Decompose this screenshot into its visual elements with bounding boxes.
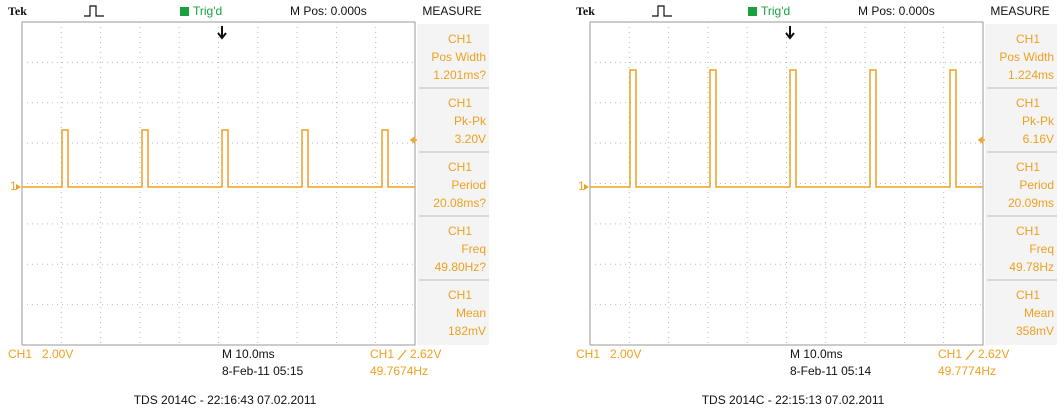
channel-marker: 1 [578, 179, 585, 193]
footer-timebase: M 10.0ms [222, 347, 275, 361]
measure-channel: CH1 [448, 288, 472, 302]
trigger-status-icon [748, 7, 757, 16]
footer-volts: 2.00V [610, 347, 641, 361]
acquire-icon [652, 6, 672, 16]
menu-title: MEASURE [990, 4, 1049, 18]
footer-timebase: M 10.0ms [790, 347, 843, 361]
caption: TDS 2014C - 22:15:13 07.02.2011 [702, 393, 885, 407]
brand: Tek [576, 4, 595, 18]
measure-label: Freq [1029, 242, 1054, 256]
footer-trigger-level: 2.62V [410, 347, 441, 361]
measure-value: 6.16V [1023, 132, 1054, 146]
acquire-icon [84, 6, 104, 16]
measure-channel: CH1 [1016, 96, 1040, 110]
footer-channel: CH1 [8, 347, 32, 361]
measure-value: 3.20V [455, 132, 486, 146]
measure-label: Mean [1024, 306, 1054, 320]
footer-volts: 2.00V [42, 347, 73, 361]
footer-datetime: 8-Feb-11 05:15 [222, 364, 303, 378]
graticule [22, 22, 415, 345]
measure-channel: CH1 [1016, 288, 1040, 302]
measure-channel: CH1 [448, 160, 472, 174]
measure-value: 1.201ms? [433, 68, 486, 82]
horizontal-position: M Pos: 0.000s [290, 4, 367, 18]
trigger-status-icon [180, 7, 189, 16]
screenshot: Tek Trig'd M Pos: 0.000s MEASURE 1 CH1 Pos Wid… [0, 0, 1064, 412]
footer-trigger-channel: CH1 [370, 347, 394, 361]
measure-label: Period [1019, 178, 1054, 192]
horizontal-position: M Pos: 0.000s [858, 4, 935, 18]
channel-marker-arrow [16, 184, 21, 190]
body: Tek Trig'd M Pos: 0.000s MEASURE 1 CH1 Pos Wid… [0, 0, 1064, 412]
measure-value: 20.08ms? [433, 196, 486, 210]
scope-screen: Tek Trig'd M Pos: 0.000s MEASURE 1 CH1 Pos Wid… [8, 4, 489, 407]
page: Oscilloscope captures {"screens": [ {"he… [0, 0, 1064, 412]
measure-label: Pk-Pk [454, 114, 487, 128]
measure-channel: CH1 [1016, 224, 1040, 238]
measure-channel: CH1 [448, 96, 472, 110]
scope-screen: Tek Trig'd M Pos: 0.000s MEASURE 1 CH1 Pos Wid… [576, 4, 1057, 407]
footer-trigger-channel: CH1 [938, 347, 962, 361]
footer-channel: CH1 [576, 347, 600, 361]
footer-trigger-level: 2.62V [978, 347, 1009, 361]
measure-label: Freq [461, 242, 486, 256]
measure-channel: CH1 [1016, 32, 1040, 46]
caption: TDS 2014C - 22:16:43 07.02.2011 [134, 393, 317, 407]
measure-channel: CH1 [448, 224, 472, 238]
menu-title: MEASURE [422, 4, 481, 18]
measure-value: 1.224ms [1008, 68, 1054, 82]
trigger-slope-icon [966, 350, 974, 360]
footer-frequency: 49.7774Hz [938, 364, 996, 378]
measure-value: 20.09ms [1008, 196, 1054, 210]
measure-label: Pos Width [999, 50, 1054, 64]
footer-frequency: 49.7674Hz [370, 364, 428, 378]
measure-label: Pk-Pk [1022, 114, 1055, 128]
measure-value: 49.80Hz? [435, 260, 487, 274]
measure-value: 358mV [1016, 324, 1054, 338]
channel-marker: 1 [10, 179, 17, 193]
trigger-status: Trig'd [193, 4, 222, 18]
trigger-status: Trig'd [761, 4, 790, 18]
measure-label: Mean [456, 306, 486, 320]
graticule [590, 22, 983, 345]
footer-datetime: 8-Feb-11 05:14 [790, 364, 871, 378]
channel-marker-arrow [584, 184, 589, 190]
measure-label: Pos Width [431, 50, 486, 64]
measure-value: 182mV [448, 324, 486, 338]
trigger-slope-icon [398, 350, 406, 360]
brand: Tek [8, 4, 27, 18]
measure-value: 49.78Hz [1009, 260, 1054, 274]
measure-channel: CH1 [1016, 160, 1040, 174]
measure-channel: CH1 [448, 32, 472, 46]
measure-label: Period [451, 178, 486, 192]
